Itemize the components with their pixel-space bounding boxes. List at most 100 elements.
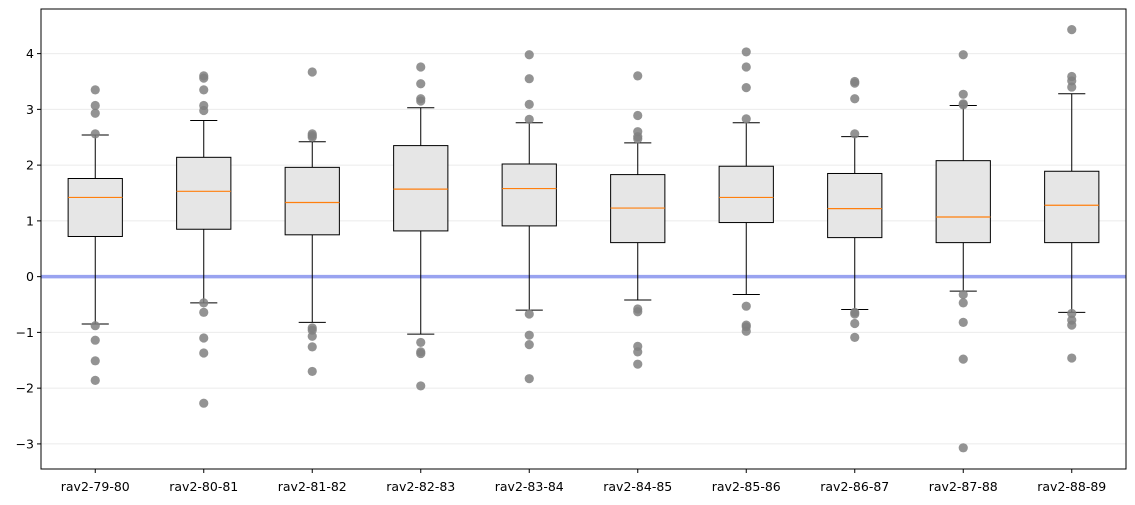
- y-tick-label: 0: [26, 269, 34, 284]
- box-group: [284, 67, 340, 377]
- outlier-point: [307, 331, 317, 341]
- outlier-point: [90, 356, 100, 366]
- x-tick-label: rav2-86-87: [820, 479, 889, 494]
- outlier-point: [633, 71, 643, 81]
- outlier-point: [1067, 353, 1077, 363]
- outlier-point: [958, 50, 968, 60]
- outlier-point: [416, 337, 426, 348]
- box-group: [67, 85, 123, 385]
- box: [1044, 170, 1100, 244]
- y-axis: −3 −2 −1 0 1 2 3 4: [16, 46, 41, 451]
- outlier-point: [633, 347, 643, 357]
- outlier-point: [958, 317, 968, 327]
- outlier-point: [416, 96, 426, 106]
- box-group: [827, 76, 883, 343]
- outlier-point: [958, 100, 968, 110]
- outlier-point: [416, 348, 426, 359]
- outlier-point: [90, 129, 100, 139]
- outlier-point: [199, 85, 209, 95]
- x-tick-label: rav2-83-84: [495, 479, 564, 494]
- outlier-point: [850, 332, 860, 343]
- y-tick-label: −2: [16, 381, 34, 396]
- outlier-point: [850, 129, 860, 139]
- outlier-point: [1067, 82, 1077, 92]
- outlier-point: [958, 354, 968, 364]
- outlier-point: [90, 375, 100, 385]
- outlier-point: [524, 99, 534, 109]
- outlier-point: [524, 330, 534, 340]
- outlier-point: [633, 134, 643, 144]
- outlier-point: [307, 132, 317, 142]
- outlier-point: [958, 443, 968, 453]
- outlier-point: [524, 74, 534, 84]
- x-axis: rav2-79-80 rav2-80-81 rav2-81-82 rav2-82-83…: [61, 469, 1106, 494]
- box: [176, 156, 232, 230]
- box-group: [393, 62, 449, 391]
- box: [827, 172, 883, 239]
- box: [67, 178, 123, 237]
- box: [393, 145, 449, 232]
- y-tick-label: −1: [16, 325, 34, 340]
- y-tick-label: 4: [26, 46, 34, 61]
- outlier-point: [1067, 25, 1077, 35]
- outlier-point: [741, 301, 751, 311]
- box-group: [718, 47, 774, 336]
- box: [284, 166, 340, 236]
- y-tick-label: 2: [26, 158, 34, 173]
- outlier-point: [741, 114, 751, 124]
- outlier-point: [90, 85, 100, 95]
- outlier-point: [850, 94, 860, 104]
- outlier-point: [1067, 308, 1077, 319]
- x-tick-label: rav2-84-85: [603, 479, 672, 494]
- outlier-point: [199, 73, 209, 83]
- box-group: [176, 71, 232, 408]
- outlier-point: [307, 342, 317, 352]
- outlier-point: [199, 333, 209, 343]
- x-tick-label: rav2-85-86: [712, 479, 781, 494]
- outlier-point: [524, 114, 534, 124]
- outlier-point: [199, 348, 209, 358]
- box: [718, 165, 774, 224]
- x-tick-label: rav2-81-82: [278, 479, 347, 494]
- outlier-point: [524, 340, 534, 350]
- box-group: [1044, 25, 1100, 363]
- plot-frame: [40, 8, 1127, 470]
- outlier-point: [90, 108, 100, 118]
- outlier-point: [633, 359, 643, 369]
- outlier-point: [741, 83, 751, 93]
- outlier-point: [199, 398, 209, 408]
- outlier-point: [741, 326, 751, 336]
- outlier-point: [741, 47, 751, 57]
- outlier-point: [307, 366, 317, 377]
- outlier-point: [90, 321, 100, 331]
- box: [501, 163, 557, 227]
- outlier-point: [90, 100, 100, 111]
- outlier-point: [524, 374, 534, 384]
- x-tick-label: rav2-79-80: [61, 479, 130, 494]
- x-tick-label: rav2-80-81: [169, 479, 238, 494]
- outlier-point: [416, 79, 426, 89]
- outlier-point: [633, 110, 643, 121]
- outlier-point: [416, 381, 426, 391]
- outlier-point: [633, 307, 643, 317]
- outlier-point: [958, 89, 968, 99]
- outlier-point: [1067, 320, 1077, 330]
- y-tick-label: 3: [26, 102, 34, 117]
- outlier-point: [416, 62, 426, 72]
- outlier-point: [524, 50, 534, 60]
- outlier-point: [850, 309, 860, 319]
- outlier-point: [958, 298, 968, 308]
- outlier-point: [90, 335, 100, 345]
- y-tick-label: −3: [16, 436, 34, 451]
- outlier-point: [524, 309, 534, 319]
- outlier-point: [850, 318, 860, 329]
- box: [935, 160, 991, 244]
- outlier-point: [958, 289, 968, 300]
- outlier-point: [850, 78, 860, 88]
- box-group: [501, 50, 557, 384]
- box-group: [935, 50, 991, 453]
- outlier-point: [199, 105, 209, 116]
- outlier-point: [199, 298, 209, 308]
- x-tick-label: rav2-87-88: [929, 479, 998, 494]
